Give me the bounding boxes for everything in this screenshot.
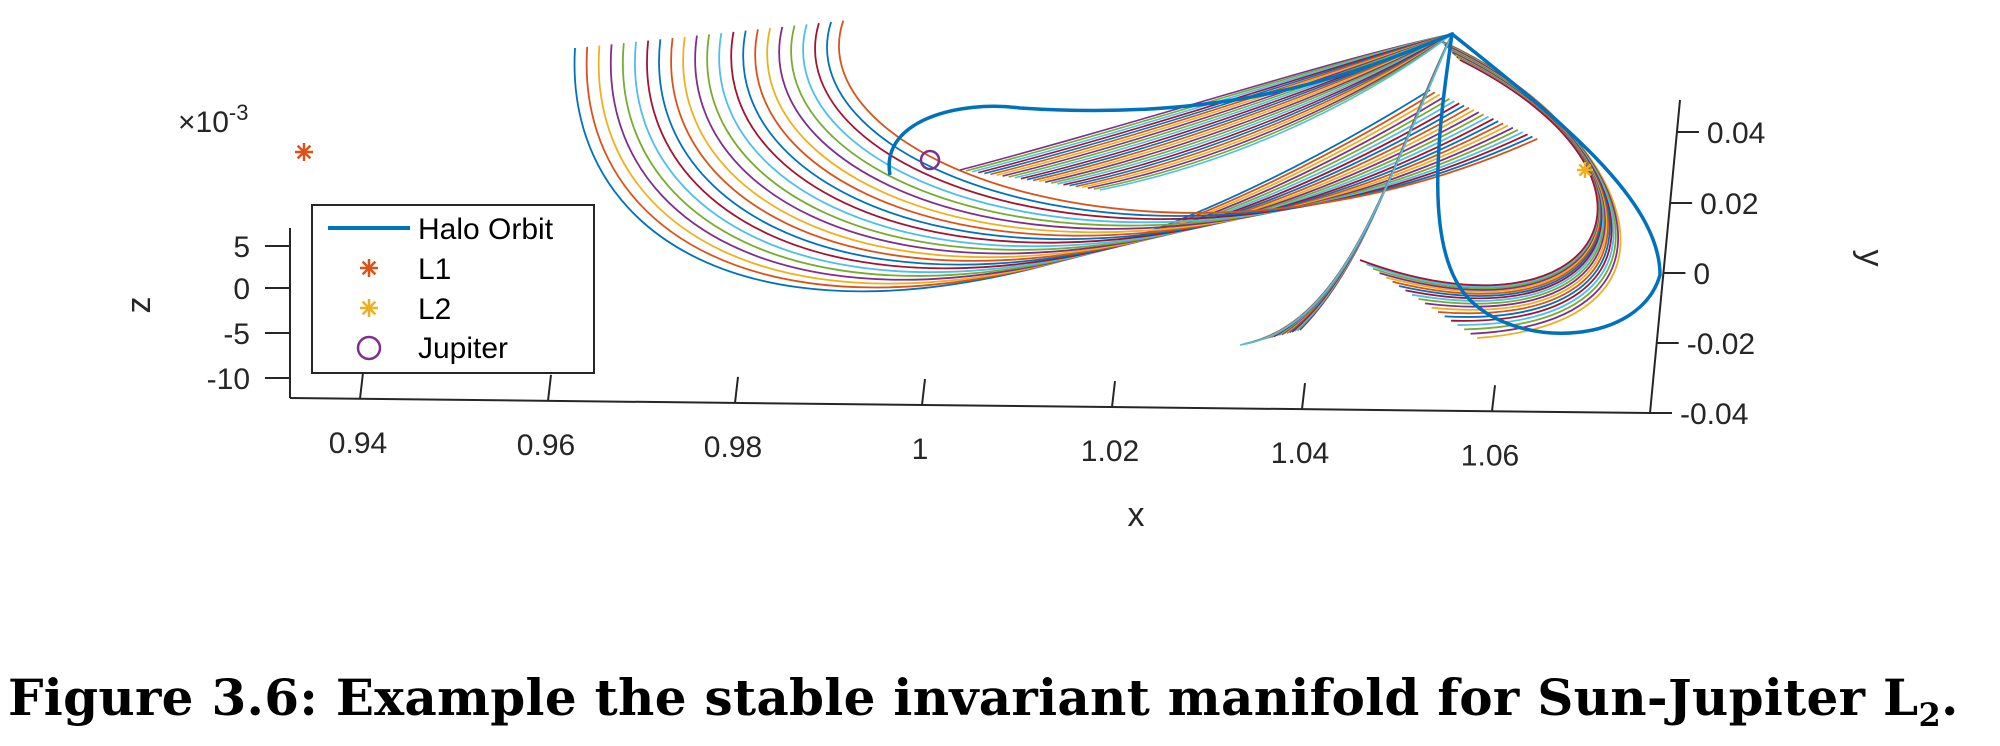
l2-asterisk-stroke	[1578, 163, 1592, 177]
legend-l2-label: L2	[418, 293, 451, 326]
manifold-trajectory	[802, 24, 1524, 224]
manifold-trajectory	[718, 32, 1489, 248]
y-axis-line	[1649, 99, 1681, 414]
x-tick-label: 1.02	[1081, 435, 1139, 468]
manifold-trajectory	[706, 34, 1485, 251]
manifold-figure: 0.94 0.96 0.98 1 1.02 1.04 1.06 0.04 0.02 0 -0.02…	[120, 20, 1890, 534]
manifold-trajectories	[573, 20, 1622, 346]
manifold-trajectory	[790, 25, 1519, 227]
y-tick-label: 0.02	[1700, 188, 1758, 221]
y-ticks: 0.04 0.02 0 -0.02 -0.04	[1650, 117, 1765, 431]
y-tick-label: -0.04	[1680, 398, 1748, 431]
halo-orbit-path	[887, 31, 1662, 335]
manifold-trajectory	[670, 37, 1470, 262]
legend-halo-label: Halo Orbit	[418, 213, 554, 246]
legend-l1-label: L1	[418, 253, 451, 286]
l2-point	[1577, 162, 1593, 178]
l1-asterisk-stroke	[296, 144, 312, 160]
y-axis-label: y	[1852, 250, 1890, 267]
z-multiplier-exp: -3	[229, 100, 249, 125]
legend-l1-asterisk	[360, 259, 378, 277]
figure-caption: Figure 3.6: Example the stable invariant…	[8, 668, 1998, 734]
manifold-trajectory	[778, 26, 1514, 230]
caption-end: .	[1941, 668, 1959, 727]
manifold-trajectory	[730, 31, 1494, 244]
manifold-trajectory	[658, 39, 1465, 266]
manifold-trajectory	[838, 20, 1538, 214]
x-tick-label: 1.06	[1461, 439, 1519, 472]
x-tick-label: 0.98	[704, 431, 762, 464]
x-tick-mark	[547, 374, 552, 401]
x-tick-mark	[734, 376, 739, 404]
z-axis-label: z	[120, 297, 158, 314]
x-tick-mark	[921, 378, 926, 406]
halo-orbit	[887, 31, 1662, 335]
l1-point	[295, 143, 313, 161]
legend-jupiter-label: Jupiter	[418, 332, 508, 365]
legend-l1-asterisk-stroke	[361, 260, 377, 276]
manifold-trajectory	[1385, 54, 1600, 293]
caption-label: Figure 3.6:	[8, 668, 319, 727]
manifold-trajectory	[1379, 55, 1600, 291]
l2-asterisk	[1577, 162, 1593, 178]
x-tick-label: 1.04	[1271, 437, 1329, 470]
l1-asterisk	[295, 143, 313, 161]
manifold-trajectory	[609, 44, 1446, 281]
y-tick-label: -0.02	[1687, 328, 1755, 361]
x-tick-mark	[1491, 385, 1496, 412]
manifold-trajectory	[754, 29, 1504, 237]
manifold-trajectory	[585, 46, 1436, 289]
x-axis-label: x	[1128, 496, 1145, 534]
axes	[289, 99, 1681, 414]
manifold-trajectory	[621, 42, 1450, 277]
legend-jupiter-marker	[356, 335, 382, 361]
legend-l1-marker	[360, 259, 378, 277]
manifold-trajectory	[826, 21, 1533, 217]
caption-text: Example the stable invariant manifold fo…	[335, 668, 1919, 727]
z-tick-label: -10	[207, 363, 250, 396]
z-tick-label: 5	[233, 231, 250, 264]
manifold-trajectory	[742, 30, 1499, 240]
manifold-trajectory	[814, 22, 1528, 220]
manifold-trajectory	[573, 47, 1431, 293]
x-axis-line	[289, 397, 1651, 414]
x-tick-label: 0.96	[517, 429, 575, 462]
caption-subscript: 2	[1918, 696, 1942, 734]
manifold-trajectory	[694, 35, 1480, 255]
y-tick-label: 0	[1693, 258, 1710, 291]
x-tick-mark	[1111, 380, 1116, 408]
manifold-trajectory	[634, 41, 1455, 273]
manifold-trajectory	[766, 27, 1509, 234]
legend: Halo Orbit L1 L2 Jupiter	[311, 204, 595, 374]
manifold-trajectory	[597, 45, 1441, 285]
z-tick-label: 0	[233, 273, 250, 306]
x-tick-mark	[359, 372, 364, 399]
z-ticks: 5 0 -5 -10	[207, 231, 290, 396]
jupiter-point	[919, 149, 941, 171]
x-ticks: 0.94 0.96 0.98 1 1.02 1.04 1.06	[329, 372, 1519, 472]
x-tick-mark	[1301, 383, 1306, 410]
legend-l2-marker	[360, 299, 378, 317]
x-tick-label: 0.94	[329, 427, 387, 460]
legend-l2-asterisk-stroke	[361, 300, 377, 316]
x-tick-label: 1	[912, 433, 929, 466]
manifold-trajectory	[1359, 59, 1599, 287]
z-tick-label: -5	[223, 318, 250, 351]
manifold-trajectory	[646, 40, 1460, 270]
manifold-trajectory	[682, 36, 1475, 258]
y-tick-label: 0.04	[1707, 117, 1765, 150]
legend-l2-asterisk	[360, 299, 378, 317]
z-multiplier: ×10-3	[178, 100, 248, 139]
